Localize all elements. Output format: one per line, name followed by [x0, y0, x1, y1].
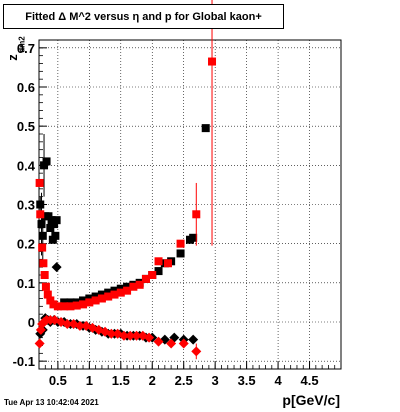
data-point-diamond [125, 330, 136, 341]
data-point-square [104, 292, 113, 301]
x-axis-label: p[GeV/c] [282, 392, 340, 408]
x-tick-label: 1.5 [112, 373, 130, 388]
data-point-square [79, 300, 88, 309]
x-tick-label: 4.5 [301, 373, 319, 388]
y-tick-label: 0 [28, 315, 35, 330]
y-tick-label: 0.2 [17, 237, 35, 252]
y-axis-label: z dm2 [3, 36, 27, 68]
data-point-square [36, 200, 45, 209]
chart-title: Fitted Δ M^2 versus η and p for Global k… [3, 4, 284, 29]
data-point-square [37, 220, 46, 229]
data-point-square [116, 288, 125, 297]
data-point-square [53, 302, 62, 311]
data-point-diamond [178, 338, 189, 349]
data-point-square [154, 267, 163, 276]
data-point-square [39, 259, 48, 268]
data-point-diamond [51, 262, 62, 273]
data-point-square [123, 286, 132, 295]
data-point-diamond [118, 330, 129, 341]
data-point-diamond [62, 318, 73, 329]
data-point-square [91, 296, 100, 305]
y-tick-label: 0.5 [17, 119, 35, 134]
y-axis-label-subscript: dm2 [17, 36, 27, 53]
x-tick-label: 3.5 [238, 373, 256, 388]
data-point-square [141, 274, 150, 283]
timestamp: Tue Apr 13 10:42:04 2021 [4, 398, 99, 407]
data-point-diamond [34, 338, 45, 349]
data-point-square [49, 300, 58, 309]
data-point-square [42, 157, 51, 166]
y-tick-label: 0.4 [17, 158, 36, 173]
data-point-square [163, 259, 172, 268]
data-point-square [129, 282, 138, 291]
data-point-square [41, 282, 50, 291]
x-tick-label: 3 [212, 373, 219, 388]
data-point-diamond [56, 317, 67, 327]
data-point-square [110, 290, 119, 299]
data-point-square [36, 210, 45, 219]
data-point-diamond [131, 330, 142, 341]
data-point-diamond [191, 346, 202, 357]
data-point-square [43, 290, 52, 299]
y-tick-label: 0.7 [17, 41, 35, 56]
x-tick-label: 1 [86, 373, 93, 388]
data-point-square [66, 302, 75, 311]
data-point-square [72, 301, 81, 310]
data-point-square [52, 216, 61, 225]
y-tick-label: 0.6 [17, 80, 35, 95]
data-point-diamond [106, 328, 117, 339]
data-point-square [35, 178, 44, 187]
y-tick-label: 0.1 [17, 276, 35, 291]
data-point-square [40, 271, 49, 279]
x-tick-label: 2 [149, 373, 156, 388]
y-axis-label-main: z [4, 54, 20, 61]
data-point-square [176, 239, 185, 248]
x-tick-label: 2.5 [175, 373, 193, 388]
data-point-square [38, 231, 47, 240]
data-point-square [192, 210, 201, 219]
data-point-square [60, 302, 69, 311]
data-point-diamond [166, 338, 177, 349]
data-point-square [189, 233, 198, 242]
data-point-square [51, 231, 60, 240]
data-point-square [201, 124, 210, 133]
data-point-square [38, 243, 47, 252]
data-point-square [85, 298, 94, 307]
y-tick-label: 0.3 [17, 198, 35, 213]
data-point-diamond [74, 320, 85, 331]
data-point-diamond [188, 334, 199, 345]
data-point-square [97, 294, 106, 303]
data-point-square [135, 280, 144, 289]
y-tick-label: -0.1 [13, 354, 35, 369]
data-point-diamond [153, 336, 164, 347]
data-point-square [208, 57, 217, 66]
data-point-square [154, 257, 163, 266]
x-tick-label: 0.5 [49, 373, 67, 388]
data-point-square [148, 271, 157, 279]
data-point-square [176, 249, 185, 258]
x-tick-label: 4 [274, 373, 282, 388]
data-point-diamond [144, 332, 155, 343]
